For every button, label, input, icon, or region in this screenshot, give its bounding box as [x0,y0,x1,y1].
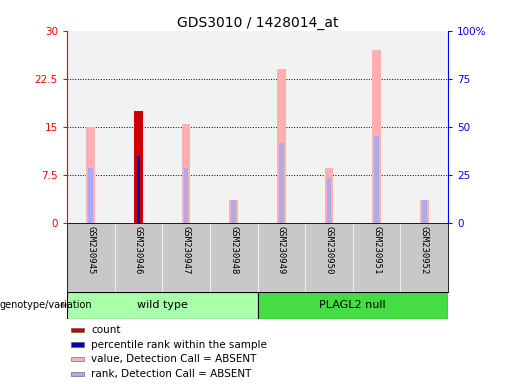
Title: GDS3010 / 1428014_at: GDS3010 / 1428014_at [177,16,338,30]
Text: GSM230950: GSM230950 [324,226,333,275]
Text: GSM230946: GSM230946 [134,226,143,275]
Text: wild type: wild type [137,300,187,310]
Bar [327,178,331,223]
Text: GSM230948: GSM230948 [229,226,238,275]
Bar [136,156,141,223]
Bar [87,127,95,223]
Bar [71,357,84,361]
Bar [71,343,84,347]
Bar [231,200,236,223]
Bar [277,69,286,223]
Bar [71,328,84,332]
Bar [134,111,143,223]
Bar [67,292,258,319]
Text: GSM230945: GSM230945 [87,226,95,275]
Bar [134,111,143,223]
Bar [137,156,140,223]
Bar [182,124,191,223]
Text: GSM230951: GSM230951 [372,226,381,275]
Bar [279,143,284,223]
Text: genotype/variation: genotype/variation [0,300,93,310]
Text: PLAGL2 null: PLAGL2 null [319,300,386,310]
Bar [184,168,188,223]
Text: percentile rank within the sample: percentile rank within the sample [91,339,267,349]
Text: rank, Detection Call = ABSENT: rank, Detection Call = ABSENT [91,369,251,379]
Text: GSM230947: GSM230947 [182,226,191,275]
Bar [71,372,84,376]
Bar [372,50,381,223]
Bar [258,292,448,319]
Bar [229,200,238,223]
Bar [422,200,426,223]
Text: value, Detection Call = ABSENT: value, Detection Call = ABSENT [91,354,256,364]
Text: GSM230952: GSM230952 [420,226,428,275]
Bar [420,200,428,223]
Bar [89,168,93,223]
Bar [324,168,333,223]
Bar [374,136,379,223]
Text: count: count [91,325,121,335]
Text: GSM230949: GSM230949 [277,226,286,275]
